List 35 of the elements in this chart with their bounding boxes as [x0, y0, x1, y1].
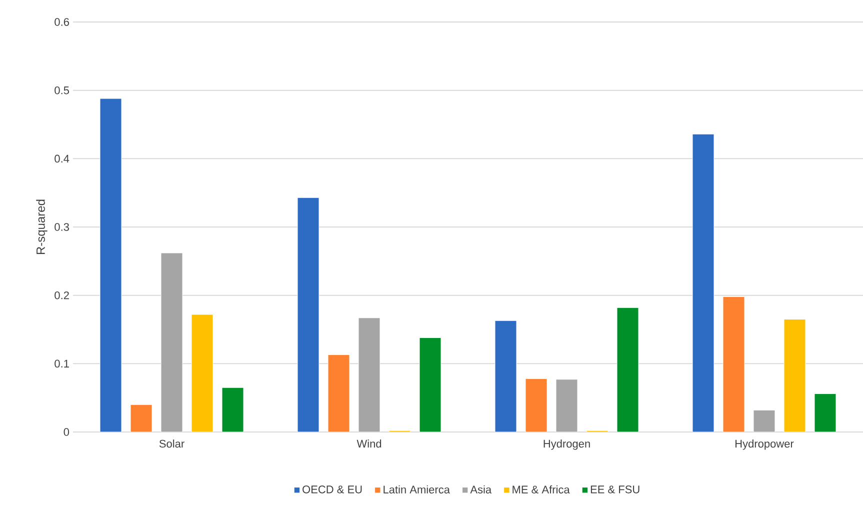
bar	[525, 378, 548, 432]
bar	[419, 337, 442, 432]
legend-label: EE & FSU	[590, 486, 640, 494]
bar	[130, 404, 152, 432]
bar	[222, 387, 244, 432]
y-tick-label: 0.5	[54, 86, 70, 94]
x-tick-label: Hydrogen	[544, 440, 590, 450]
bar	[358, 318, 380, 432]
y-tick-label: 0.3	[54, 223, 69, 231]
bar	[692, 134, 714, 432]
bar	[556, 379, 578, 432]
bar	[814, 393, 836, 432]
y-tick-label: 0.4	[54, 154, 70, 163]
bar	[297, 197, 320, 432]
bar	[191, 314, 214, 432]
bar	[616, 307, 639, 432]
legend-label: OECD & EU	[302, 486, 362, 494]
y-tick-label: 0.1	[54, 360, 69, 368]
y-tick-label: 0.6	[54, 18, 69, 26]
x-tick-label: Solar	[159, 440, 184, 448]
bar	[722, 296, 745, 432]
bar	[494, 320, 517, 432]
bar	[753, 410, 776, 432]
y-axis-title: R-squared	[36, 200, 48, 254]
legend-label: Asia	[470, 485, 492, 494]
legend-label: Latin Amierca	[384, 485, 450, 494]
y-tick-label: 0	[64, 428, 70, 436]
bar	[328, 354, 350, 432]
y-tick-label: 0.2	[54, 291, 69, 300]
x-tick-label: Hydropower	[736, 440, 794, 450]
bar	[160, 252, 183, 432]
legend-label: ME & Africa	[512, 485, 570, 494]
x-tick-label: Wind	[356, 440, 382, 448]
bar	[784, 318, 806, 432]
bar	[100, 98, 122, 432]
